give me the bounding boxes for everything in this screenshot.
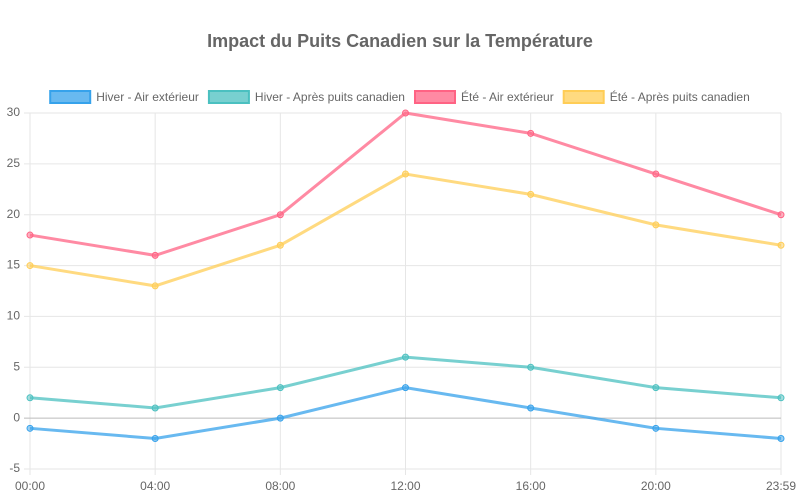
x-tick-label: 23:59 bbox=[766, 479, 796, 493]
chart-title: Impact du Puits Canadien sur la Températ… bbox=[207, 31, 593, 51]
y-tick-label: 25 bbox=[7, 156, 21, 170]
point bbox=[151, 404, 159, 412]
point bbox=[777, 434, 785, 442]
point bbox=[276, 414, 284, 422]
legend-label: Hiver - Après puits canadien bbox=[255, 90, 405, 104]
point bbox=[402, 170, 409, 178]
point bbox=[402, 353, 409, 361]
x-tick-label: 12:00 bbox=[390, 479, 420, 493]
point bbox=[402, 384, 409, 392]
legend-label: Hiver - Air extérieur bbox=[96, 90, 199, 104]
point bbox=[652, 384, 660, 392]
x-tick-label: 16:00 bbox=[516, 479, 546, 493]
y-tick-label: 10 bbox=[7, 309, 21, 323]
point bbox=[26, 394, 34, 402]
point bbox=[151, 251, 159, 259]
point bbox=[527, 363, 535, 371]
legend-label: Été - Après puits canadien bbox=[610, 89, 750, 104]
legend-swatch bbox=[413, 90, 456, 104]
legend-label: Été - Air extérieur bbox=[461, 89, 554, 104]
point bbox=[527, 190, 535, 198]
y-tick-label: 30 bbox=[7, 105, 21, 119]
point bbox=[151, 282, 159, 290]
y-tick-label: -5 bbox=[9, 461, 20, 475]
legend-swatch bbox=[207, 90, 250, 104]
y-tick-label: 20 bbox=[7, 207, 21, 221]
point bbox=[26, 424, 34, 432]
y-tick-label: 5 bbox=[13, 359, 20, 373]
point bbox=[777, 211, 785, 219]
x-tick-label: 04:00 bbox=[140, 479, 170, 493]
point bbox=[777, 394, 785, 402]
y-tick-label: 15 bbox=[7, 258, 21, 272]
point bbox=[276, 211, 284, 219]
point bbox=[402, 109, 409, 117]
point bbox=[527, 129, 535, 137]
point bbox=[527, 404, 535, 412]
legend-swatch bbox=[49, 90, 92, 104]
point bbox=[26, 231, 34, 239]
x-tick-label: 20:00 bbox=[641, 479, 671, 493]
point bbox=[276, 241, 284, 249]
point bbox=[652, 221, 660, 229]
x-tick-label: 08:00 bbox=[265, 479, 295, 493]
y-tick-label: 0 bbox=[13, 410, 20, 424]
point bbox=[276, 384, 284, 392]
x-tick-label: 00:00 bbox=[15, 479, 45, 493]
point bbox=[652, 170, 660, 178]
point bbox=[777, 241, 785, 249]
point bbox=[151, 434, 159, 442]
point bbox=[26, 262, 34, 270]
point bbox=[652, 424, 660, 432]
legend-swatch bbox=[562, 90, 605, 104]
